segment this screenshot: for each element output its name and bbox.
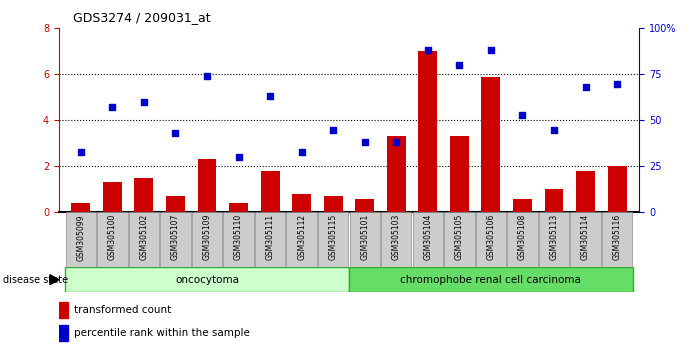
FancyBboxPatch shape [570, 212, 600, 267]
Polygon shape [50, 275, 59, 285]
Text: GSM305112: GSM305112 [297, 214, 306, 260]
FancyBboxPatch shape [129, 212, 159, 267]
Point [485, 47, 496, 53]
Point [202, 73, 213, 79]
Bar [166, 196, 185, 212]
Point [75, 149, 86, 154]
Text: GSM305111: GSM305111 [265, 214, 274, 260]
FancyBboxPatch shape [507, 212, 538, 267]
Bar [59, 325, 68, 341]
Text: GSM305102: GSM305102 [140, 214, 149, 260]
FancyBboxPatch shape [287, 212, 316, 267]
Point [233, 154, 244, 160]
Text: GSM305115: GSM305115 [329, 214, 338, 260]
Bar [59, 302, 68, 318]
FancyBboxPatch shape [97, 212, 128, 267]
Bar [71, 203, 91, 212]
Text: GSM305101: GSM305101 [360, 214, 369, 260]
Bar [135, 178, 153, 212]
Text: oncocytoma: oncocytoma [175, 275, 239, 285]
FancyBboxPatch shape [255, 212, 285, 267]
Point [265, 93, 276, 99]
FancyBboxPatch shape [539, 212, 569, 267]
Text: disease state: disease state [3, 275, 68, 285]
Point [359, 139, 370, 145]
Bar [387, 137, 406, 212]
Text: GSM305104: GSM305104 [424, 214, 433, 261]
FancyBboxPatch shape [318, 212, 348, 267]
Point [296, 149, 307, 154]
Text: GSM305110: GSM305110 [234, 214, 243, 260]
Bar [482, 77, 500, 212]
Bar [450, 137, 468, 212]
Point [517, 112, 528, 118]
Point [612, 81, 623, 86]
Bar [198, 160, 216, 212]
Bar [545, 189, 563, 212]
Text: GSM305114: GSM305114 [581, 214, 590, 260]
Point [170, 130, 181, 136]
FancyBboxPatch shape [602, 212, 632, 267]
Text: percentile rank within the sample: percentile rank within the sample [74, 328, 250, 338]
Text: GSM305105: GSM305105 [455, 214, 464, 261]
Bar [418, 51, 437, 212]
Bar [229, 203, 248, 212]
FancyBboxPatch shape [476, 212, 506, 267]
Point [580, 84, 591, 90]
Bar [65, 267, 349, 292]
Text: GSM305107: GSM305107 [171, 214, 180, 261]
Point [422, 47, 433, 53]
FancyBboxPatch shape [192, 212, 222, 267]
Text: GDS3274 / 209031_at: GDS3274 / 209031_at [73, 11, 210, 24]
Point [549, 127, 560, 132]
Point [138, 99, 149, 105]
Text: transformed count: transformed count [74, 305, 171, 315]
Text: GSM305116: GSM305116 [613, 214, 622, 260]
Bar [607, 166, 627, 212]
Text: GSM305100: GSM305100 [108, 214, 117, 261]
FancyBboxPatch shape [413, 212, 443, 267]
Point [107, 105, 118, 110]
Bar [513, 199, 532, 212]
Bar [103, 183, 122, 212]
Text: GSM305103: GSM305103 [392, 214, 401, 261]
Text: GSM305099: GSM305099 [76, 214, 85, 261]
FancyBboxPatch shape [381, 212, 411, 267]
FancyBboxPatch shape [444, 212, 475, 267]
Text: chromophobe renal cell carcinoma: chromophobe renal cell carcinoma [401, 275, 581, 285]
Bar [349, 267, 633, 292]
Text: GSM305109: GSM305109 [202, 214, 211, 261]
Bar [261, 171, 280, 212]
Bar [576, 171, 595, 212]
Bar [292, 194, 311, 212]
FancyBboxPatch shape [160, 212, 191, 267]
Point [390, 139, 401, 145]
FancyBboxPatch shape [223, 212, 254, 267]
Text: GSM305108: GSM305108 [518, 214, 527, 260]
Point [454, 62, 465, 68]
Bar [323, 196, 343, 212]
Text: GSM305113: GSM305113 [549, 214, 558, 260]
Text: GSM305106: GSM305106 [486, 214, 495, 261]
FancyBboxPatch shape [350, 212, 380, 267]
FancyBboxPatch shape [66, 212, 96, 267]
Point [328, 127, 339, 132]
Bar [355, 199, 375, 212]
